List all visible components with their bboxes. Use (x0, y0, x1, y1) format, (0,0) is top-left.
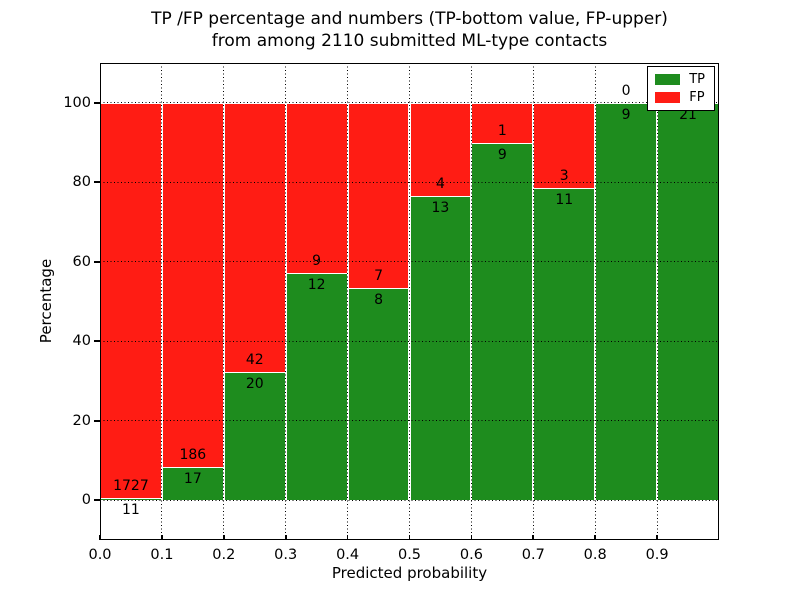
legend: TP FP (647, 66, 715, 111)
v-gridline (532, 63, 534, 540)
x-tick (284, 535, 287, 540)
v-gridline (223, 63, 225, 540)
chart-title-line2: from among 2110 submitted ML-type contac… (211, 31, 608, 51)
fp-count-label: 186 (179, 446, 207, 463)
tp-count-label: 11 (555, 191, 574, 208)
bar-segment-tp (347, 288, 410, 501)
fp-count-label: 0 (621, 82, 631, 99)
x-tick-label: 0.8 (583, 547, 607, 563)
y-tick-label: 80 (72, 174, 91, 191)
x-tick-label: 0.4 (336, 547, 360, 563)
legend-label-fp: FP (689, 90, 705, 105)
bar-segment-tp (595, 102, 658, 501)
y-tick-label: 20 (72, 412, 91, 429)
x-tick (408, 535, 411, 540)
tp-count-label: 21 (679, 106, 697, 123)
v-gridline (285, 63, 287, 540)
bar-segment-fp (285, 102, 348, 274)
bar-segment-fp (161, 102, 224, 467)
fp-count-label: 7 (374, 268, 384, 285)
bar-segment-tp (533, 187, 596, 501)
fp-count-label: 1 (497, 122, 507, 139)
tp-count-label: 9 (497, 146, 507, 163)
y-tick (94, 419, 100, 422)
y-axis-title: Percentage (37, 258, 55, 344)
y-tick (94, 499, 100, 502)
tp-count-label: 13 (431, 200, 450, 217)
v-gridline (470, 63, 472, 540)
chart-title: TP /FP percentage and numbers (TP-bottom… (100, 8, 719, 52)
x-tick-label: 0.7 (521, 547, 545, 563)
tp-count-label: 17 (183, 470, 202, 487)
fp-color-swatch (655, 92, 681, 103)
v-gridline (656, 63, 658, 540)
y-tick-label: 40 (72, 333, 91, 350)
y-tick (94, 181, 100, 184)
x-tick-label: 0.2 (212, 547, 236, 563)
tp-count-label: 9 (621, 106, 631, 123)
y-tick (94, 260, 100, 263)
x-tick-label: 0.0 (88, 547, 112, 563)
fp-count-label: 9 (312, 253, 322, 270)
x-tick (594, 535, 597, 540)
y-tick-label: 100 (63, 94, 91, 111)
fp-count-label: 42 (245, 352, 264, 369)
tp-count-label: 8 (374, 292, 384, 309)
y-tick-label: 60 (72, 253, 91, 270)
x-tick-label: 0.5 (397, 547, 422, 563)
x-tick (532, 535, 535, 540)
legend-item-tp: TP (655, 73, 705, 86)
bar-segment-tp (657, 102, 719, 501)
fp-count-label: 3 (559, 167, 569, 184)
fp-count-label: 4 (435, 176, 445, 193)
legend-item-fp: FP (655, 91, 705, 104)
bar-segment-tp (471, 142, 534, 501)
x-tick-label: 0.1 (150, 547, 174, 563)
fp-count-label: 1727 (113, 477, 149, 494)
bar-segment-tp (161, 466, 224, 501)
x-tick (99, 535, 101, 540)
x-tick (346, 535, 349, 540)
bar-segment-tp (409, 196, 472, 501)
y-tick (94, 340, 100, 343)
v-gridline (161, 63, 163, 540)
bar-segment-fp (100, 102, 162, 498)
x-tick (470, 535, 473, 540)
x-tick-label: 0.9 (645, 547, 669, 563)
x-tick (222, 535, 225, 540)
chart-title-line1: TP /FP percentage and numbers (TP-bottom… (151, 9, 668, 29)
x-tick-label: 0.3 (274, 547, 298, 563)
v-gridline (409, 63, 410, 540)
x-tick (656, 535, 658, 540)
tp-count-label: 11 (122, 501, 140, 518)
x-axis-title: Predicted probability (331, 564, 488, 582)
tp-count-label: 12 (307, 277, 326, 294)
legend-label-tp: TP (689, 72, 705, 87)
tp-count-label: 20 (245, 376, 264, 393)
bar-segment-fp (223, 102, 286, 373)
y-tick (94, 101, 100, 104)
bar-segment-tp (285, 273, 348, 501)
x-tick-label: 0.6 (459, 547, 483, 563)
v-gridline (594, 63, 596, 540)
tp-color-swatch (655, 74, 681, 85)
x-tick (161, 535, 163, 540)
y-tick-label: 0 (81, 492, 91, 509)
plot-area: 1727111861742209127841319311090210204060… (63, 63, 719, 563)
v-gridline (347, 63, 349, 540)
